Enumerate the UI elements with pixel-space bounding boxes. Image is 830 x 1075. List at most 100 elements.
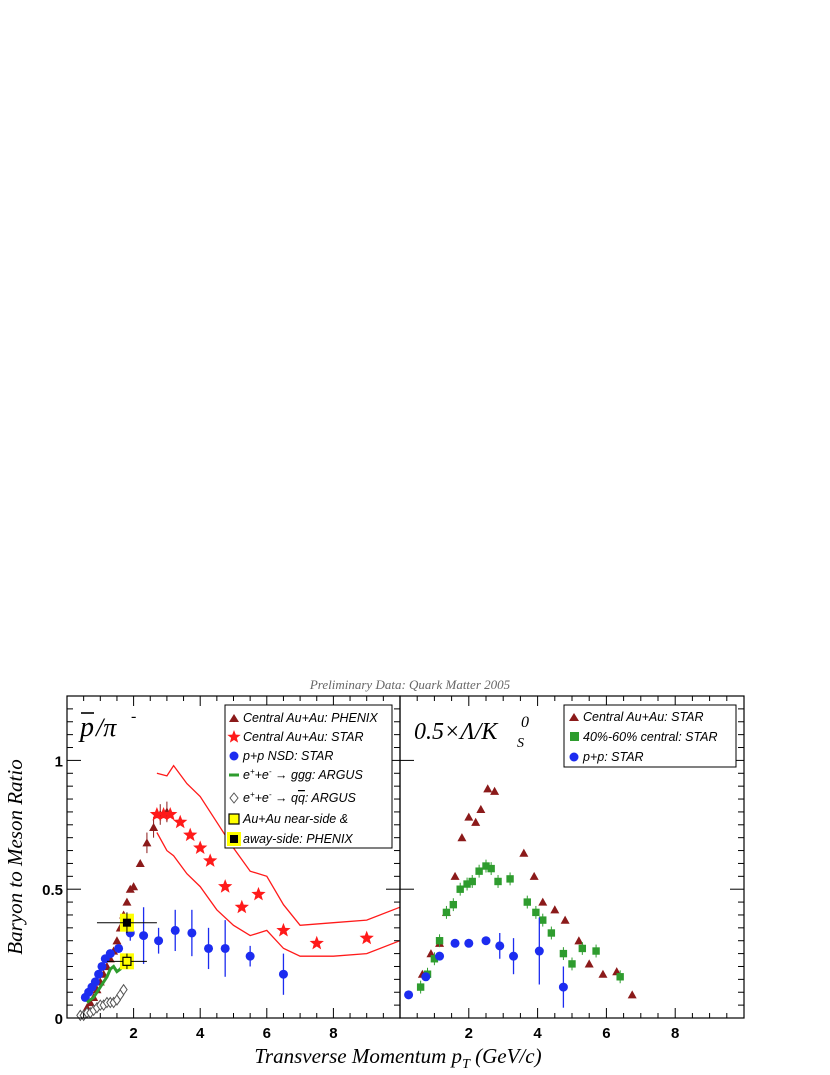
right-panel-plot [404,784,637,1008]
triangle-point [529,871,539,880]
circle-point [204,943,214,953]
triangle-point [129,882,139,891]
filled-square-point [122,918,131,927]
y-axis-label: Baryon to Meson Ratio [3,759,27,954]
legend-qq-mid: → q [272,791,298,805]
legend-ggg-e2: +e [255,768,269,782]
legend-qq-rest: : ARGUS [305,791,357,805]
x-axis-label-main: Transverse Momentum p [254,1044,462,1068]
x-tick-label: 6 [263,1025,271,1042]
circle-point [114,943,124,953]
square-point [442,908,451,917]
legend-label-ggg: e++e- → ggg: ARGUS [243,767,363,782]
legend-marker-star [227,730,241,743]
legend-marker-circle [229,751,239,761]
triangle-point [85,998,95,1007]
square-point [449,900,458,909]
legend-label-ppnsd: p+p NSD: STAR [242,749,333,763]
circle-point [481,936,491,946]
legend-label-mid: 40%-60% central: STAR [583,730,718,744]
legend-marker-circle [569,752,579,762]
triangle-point [471,817,481,826]
y-tick-label: 1 [55,753,63,770]
legend-label-phenix: Central Au+Au: PHENIX [243,711,378,725]
square-point [616,973,624,981]
circle-point [421,972,431,982]
star-point [309,935,324,950]
right-legend: Central Au+Au: STAR 40%-60% central: STA… [563,704,737,768]
x-tick-label: 8 [329,1025,337,1042]
circle-point [245,951,255,961]
square-point [475,867,483,875]
circle-point [105,949,115,959]
legend-marker-open-square [228,813,240,825]
left-legend-box [224,704,393,849]
argus-ggg-line [86,963,125,1004]
left-title-p: p [78,712,94,743]
star-point [359,930,374,945]
triangle-point [135,858,145,868]
triangle-point [574,936,584,945]
triangle-point [598,969,608,978]
circle-point [509,951,519,961]
square-point [578,944,587,953]
star-point [149,807,165,821]
legend-qq-sup2: - [269,790,272,799]
square-point [506,875,514,883]
square-point [523,898,531,906]
right-title-sup: 0 [521,714,529,731]
x-tick-label: 4 [196,1025,205,1042]
square-point [559,949,568,958]
square-point [547,929,556,937]
star-point [251,886,266,901]
left-legend: Central Au+Au: PHENIX Central Au+Au: STA… [224,704,393,849]
legend-label-pp: p+p: STAR [582,750,644,764]
star-systematic-band-upper [156,764,401,926]
axis-ticks: 2 4 6 8 0 0.5 1 2 4 6 8 [42,696,744,1042]
square-point [487,864,495,873]
legend-qq-qbar: q [298,791,305,805]
circle-point [435,951,445,961]
y-tick-label: 0 [55,1011,63,1028]
square-point [532,908,540,917]
circle-point [94,969,104,979]
star-point [234,899,249,914]
triangle-point [584,959,594,968]
legend-qq-e1: e [243,791,250,805]
left-panel-title: p /π - [78,708,136,743]
legend-ggg-rest: → ggg: ARGUS [272,768,364,782]
star-point [183,827,198,842]
star-point [203,853,218,867]
circle-point [464,938,474,948]
x-axis-label-sub: T [462,1057,471,1072]
legend-label-qq: e++e- → qq: ARGUS [243,790,357,805]
circle-point [154,936,164,946]
circle-point [558,982,568,992]
left-title-sup: - [131,708,136,725]
legend-star-shape [227,730,241,743]
legend-marker-square [570,732,579,741]
y-tick-label: 0.5 [42,882,63,899]
circle-point [187,928,197,938]
triangle-point [112,936,122,945]
square-point [539,916,547,924]
legend-ggg-sup1: + [250,767,255,776]
circle-point [170,925,180,935]
triangle-point [560,915,570,924]
legend-marker-open-diamond [229,792,239,804]
legend-qq-e2: +e [255,791,269,805]
x-tick-label: 2 [465,1025,473,1042]
triangle-point [627,990,637,999]
circle-point [404,990,414,1000]
circle-point [278,969,288,979]
circle-point [139,931,149,941]
legend-label-central: Central Au+Au: STAR [583,710,704,724]
legend-qq-sup1: + [250,790,255,799]
circle-point [450,938,460,948]
right-title-main: 0.5×Λ/K [414,719,499,745]
star-point [156,807,171,821]
legend-marker-triangle [569,713,579,721]
circle-point [534,946,544,956]
circle-point [97,961,107,971]
